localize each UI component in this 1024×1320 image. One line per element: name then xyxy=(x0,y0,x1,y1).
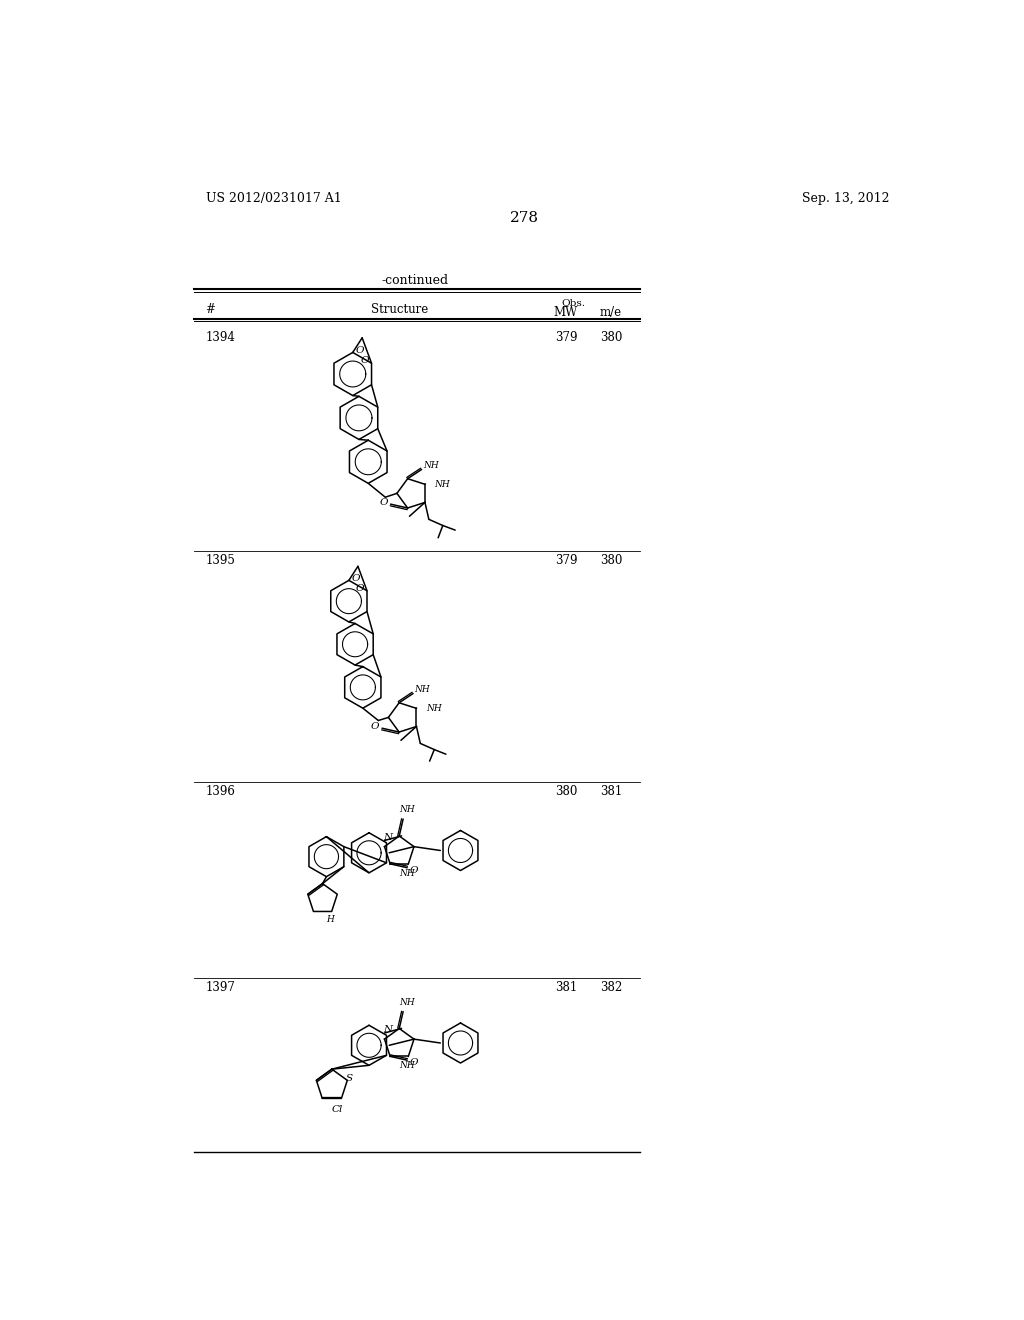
Text: O: O xyxy=(371,722,379,731)
Text: 379: 379 xyxy=(555,330,578,343)
Text: 379: 379 xyxy=(555,554,578,566)
Text: N: N xyxy=(383,1026,392,1035)
Text: NH: NH xyxy=(426,704,441,713)
Text: 380: 380 xyxy=(600,554,622,566)
Text: MW: MW xyxy=(554,306,578,319)
Text: O: O xyxy=(351,574,360,582)
Text: 381: 381 xyxy=(600,785,622,797)
Text: O: O xyxy=(379,498,388,507)
Text: NH: NH xyxy=(399,998,415,1007)
Text: 382: 382 xyxy=(600,981,622,994)
Text: NH: NH xyxy=(415,685,430,694)
Text: 1395: 1395 xyxy=(206,554,236,566)
Text: N: N xyxy=(383,833,392,842)
Text: #: # xyxy=(206,302,215,315)
Text: m/e: m/e xyxy=(600,306,622,319)
Text: Obs.: Obs. xyxy=(561,298,586,308)
Text: Cl: Cl xyxy=(332,1105,343,1114)
Text: O: O xyxy=(410,866,419,875)
Text: O: O xyxy=(410,1059,419,1067)
Text: NH: NH xyxy=(399,805,415,814)
Text: 278: 278 xyxy=(510,211,540,226)
Text: 380: 380 xyxy=(555,785,578,797)
Text: Structure: Structure xyxy=(371,302,428,315)
Text: O: O xyxy=(360,356,369,366)
Text: S: S xyxy=(345,1074,352,1084)
Text: 380: 380 xyxy=(600,330,622,343)
Text: NH: NH xyxy=(423,461,438,470)
Text: 1396: 1396 xyxy=(206,785,236,797)
Text: O: O xyxy=(355,346,364,355)
Text: H: H xyxy=(327,915,334,924)
Text: 381: 381 xyxy=(555,981,577,994)
Text: US 2012/0231017 A1: US 2012/0231017 A1 xyxy=(206,191,341,205)
Text: -continued: -continued xyxy=(381,273,449,286)
Text: NH: NH xyxy=(399,1061,415,1071)
Text: Sep. 13, 2012: Sep. 13, 2012 xyxy=(802,191,890,205)
Text: O: O xyxy=(355,583,365,593)
Text: NH: NH xyxy=(434,479,450,488)
Text: 1394: 1394 xyxy=(206,330,236,343)
Text: NH: NH xyxy=(399,869,415,878)
Text: 1397: 1397 xyxy=(206,981,236,994)
